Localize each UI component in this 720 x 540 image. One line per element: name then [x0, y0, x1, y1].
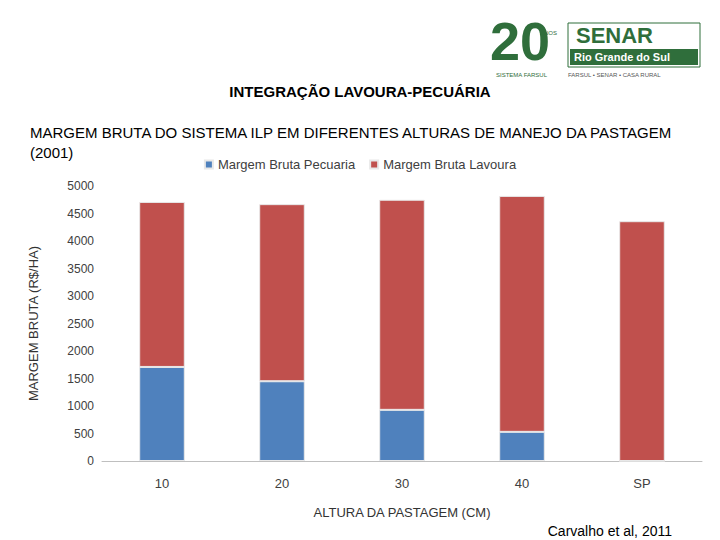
svg-text:5000: 5000 — [67, 179, 94, 193]
svg-text:1500: 1500 — [67, 372, 94, 386]
svg-text:20: 20 — [275, 476, 289, 491]
svg-text:1000: 1000 — [67, 399, 94, 413]
svg-text:2000: 2000 — [67, 344, 94, 358]
svg-text:2500: 2500 — [67, 317, 94, 331]
svg-text:Rio Grande do Sul: Rio Grande do Sul — [574, 51, 670, 63]
svg-text:Margem Bruta Lavoura: Margem Bruta Lavoura — [383, 157, 517, 172]
svg-text:4500: 4500 — [67, 207, 94, 221]
svg-text:40: 40 — [515, 476, 529, 491]
svg-text:MARGEM BRUTA DO SISTEMA ILP EM: MARGEM BRUTA DO SISTEMA ILP EM DIFERENTE… — [30, 124, 675, 141]
svg-text:3500: 3500 — [67, 262, 94, 276]
svg-text:10: 10 — [155, 476, 169, 491]
svg-text:SP: SP — [633, 476, 650, 491]
svg-text:ANOS: ANOS — [540, 30, 557, 36]
svg-text:500: 500 — [74, 427, 94, 441]
svg-text:20: 20 — [490, 11, 550, 71]
svg-text:FARSUL • SENAR • CASA RURAL: FARSUL • SENAR • CASA RURAL — [568, 72, 661, 78]
svg-text:0: 0 — [87, 454, 94, 468]
svg-text:3000: 3000 — [67, 289, 94, 303]
svg-text:(2001): (2001) — [30, 144, 73, 161]
svg-text:ALTURA DA PASTAGEM (CM): ALTURA DA PASTAGEM (CM) — [314, 505, 491, 520]
svg-text:INTEGRAÇÃO LAVOURA-PECUÁRIA: INTEGRAÇÃO LAVOURA-PECUÁRIA — [229, 83, 491, 100]
svg-text:MARGEM BRUTA (R$/HA): MARGEM BRUTA (R$/HA) — [26, 246, 41, 401]
svg-text:SISTEMA FARSUL: SISTEMA FARSUL — [496, 72, 548, 78]
svg-text:Carvalho et al, 2011: Carvalho et al, 2011 — [548, 523, 672, 539]
svg-text:SENAR: SENAR — [576, 23, 653, 48]
svg-text:Margem Bruta Pecuaria: Margem Bruta Pecuaria — [218, 157, 356, 172]
svg-text:4000: 4000 — [67, 234, 94, 248]
svg-text:30: 30 — [395, 476, 409, 491]
